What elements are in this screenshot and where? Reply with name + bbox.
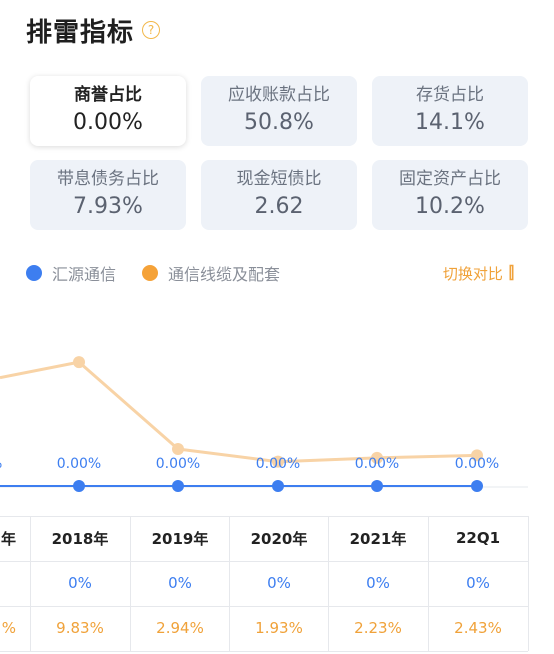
company-point xyxy=(172,480,184,492)
table-header-cell: 2018年 xyxy=(51,529,109,548)
metric-label: 应收账款占比 xyxy=(228,85,330,105)
metric-card-goodwill[interactable]: 商誉占比 0.00% xyxy=(30,76,186,146)
industry-point xyxy=(471,449,483,462)
company-point xyxy=(471,480,483,492)
metric-card-fixed-assets[interactable]: 固定资产占比 10.2% xyxy=(372,160,528,230)
industry-point xyxy=(73,356,85,369)
table-divider xyxy=(229,516,230,651)
legend-label: 汇源通信 xyxy=(52,265,117,284)
table-divider xyxy=(30,516,31,651)
section-header: 排雷指标 ? xyxy=(26,10,161,50)
company-value-cell: 0% xyxy=(466,574,490,592)
table-header-cell: 22Q1 xyxy=(455,529,501,547)
table-header-cell: 2020年 xyxy=(250,529,308,548)
table-divider xyxy=(130,516,131,651)
industry-value-cell: 1.93% xyxy=(255,619,303,637)
industry-value-cell: 2.23% xyxy=(354,619,402,637)
company-data-label: 0.00% xyxy=(355,456,399,472)
company-data-label: 0.00% xyxy=(57,456,101,472)
metric-label: 固定资产占比 xyxy=(399,169,501,189)
metric-value: 0.00% xyxy=(73,110,143,135)
company-value-cell: 0% xyxy=(267,574,291,592)
table-divider xyxy=(0,606,528,607)
page-title: 排雷指标 xyxy=(26,17,135,48)
data-table: 年 2018年 2019年 2020年 2021年 22Q1 0% 0% 0% 0% 0%% 9.83… xyxy=(0,516,554,654)
company-point xyxy=(272,480,284,492)
metric-label: 带息债务占比 xyxy=(57,169,159,189)
switch-compare-button[interactable]: 切换对比 ⫿ xyxy=(443,258,514,288)
trend-line-chart: 0.00% 0.00% 0.00% 0.00% 0.00% 0.00% xyxy=(0,356,528,492)
chart-legend: 汇源通信 通信线缆及配套 切换对比 ⫿ xyxy=(26,258,526,288)
metric-label: 现金短债比 xyxy=(236,169,322,189)
table-divider xyxy=(328,516,329,651)
table-divider xyxy=(0,651,528,652)
legend-item-industry[interactable]: 通信线缆及配套 xyxy=(142,261,280,285)
table-divider xyxy=(428,516,429,651)
company-data-label: 0.00% xyxy=(455,456,499,472)
legend-label: 通信线缆及配套 xyxy=(168,265,281,284)
metric-card-cash-ratio[interactable]: 现金短债比 2.62 xyxy=(201,160,357,230)
table-header-cell: 2019年 xyxy=(151,529,209,548)
table-header-cell: 年 xyxy=(0,529,16,548)
metric-label: 存货占比 xyxy=(416,85,484,105)
company-value-cell: 0% xyxy=(366,574,390,592)
metric-value: 50.8% xyxy=(244,110,314,135)
table-divider xyxy=(0,516,528,517)
metric-card-receivables[interactable]: 应收账款占比 50.8% xyxy=(201,76,357,146)
industry-value-cell: 2.94% xyxy=(156,619,204,637)
company-value-cell: 0% xyxy=(168,574,192,592)
company-point xyxy=(73,480,85,492)
industry-series-line xyxy=(0,360,478,464)
company-data-label: 0.00% xyxy=(0,456,2,472)
company-value-cell xyxy=(0,561,30,605)
company-data-label: 0.00% xyxy=(156,456,200,472)
industry-value-cell: 2.43% xyxy=(454,619,502,637)
industry-point xyxy=(371,451,383,464)
company-value-cell: 0% xyxy=(68,574,92,592)
industry-point xyxy=(272,455,284,468)
metric-value: 7.93% xyxy=(73,194,143,219)
metric-label: 商誉占比 xyxy=(74,85,142,105)
metric-card-interest-debt[interactable]: 带息债务占比 7.93% xyxy=(30,160,186,230)
blue-dot-icon xyxy=(26,265,42,281)
switch-label: 切换对比 xyxy=(442,264,503,283)
metric-value: 10.2% xyxy=(415,194,485,219)
table-header-cell: 2021年 xyxy=(349,529,407,548)
metric-value: 2.62 xyxy=(254,194,304,219)
metric-card-inventory[interactable]: 存货占比 14.1% xyxy=(372,76,528,146)
industry-point xyxy=(172,442,184,455)
metric-value: 14.1% xyxy=(415,110,485,135)
table-divider xyxy=(0,561,528,562)
company-data-label: 0.00% xyxy=(256,456,300,472)
industry-value-cell: 9.83% xyxy=(56,619,104,637)
table-divider xyxy=(528,516,529,651)
help-icon[interactable]: ? xyxy=(142,21,161,39)
company-point xyxy=(371,480,383,492)
orange-dot-icon xyxy=(142,265,159,281)
industry-value-cell: % xyxy=(1,619,16,637)
compare-toggle-icon: ⫿ xyxy=(508,263,514,282)
legend-item-company[interactable]: 汇源通信 xyxy=(26,261,116,285)
